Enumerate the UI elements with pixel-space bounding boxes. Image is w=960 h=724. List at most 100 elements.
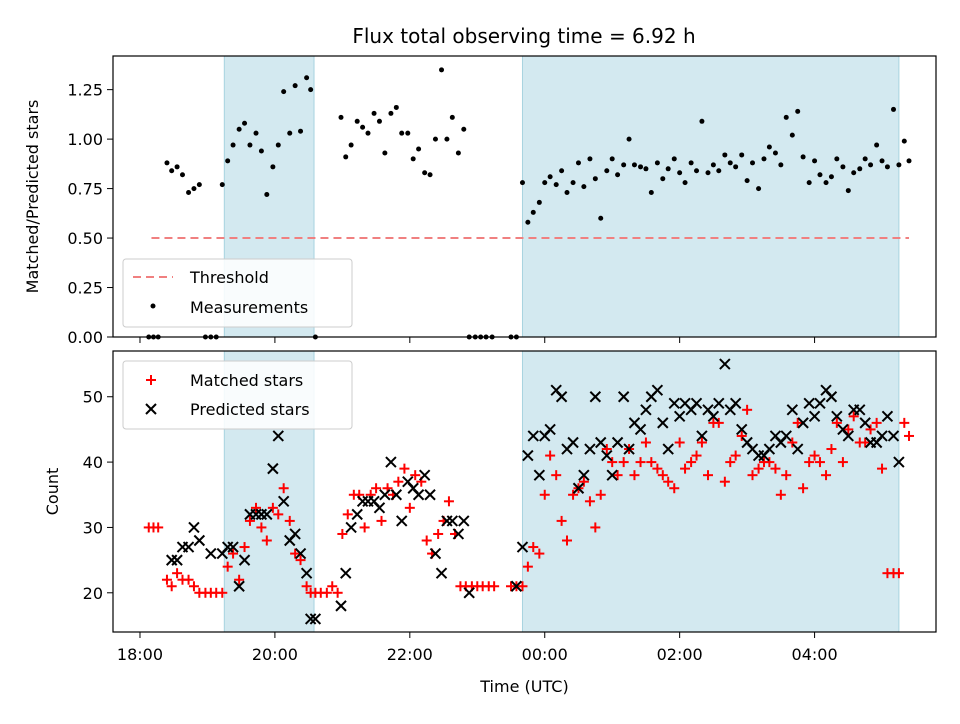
predicted-star-point [696, 430, 708, 442]
predicted-star-point [595, 436, 607, 449]
measurement-point [581, 184, 587, 190]
matched-star-point [814, 457, 825, 468]
matched-star-point [770, 463, 781, 474]
matched-star-point [747, 470, 758, 481]
measurement-point [410, 156, 416, 162]
y-tick-label: 0.00 [67, 328, 103, 347]
matched-star-point [669, 483, 680, 494]
matched-star-point [764, 457, 775, 468]
measurement-point [638, 164, 644, 170]
matched-star-point [753, 463, 764, 474]
predicted-star-point [424, 489, 436, 501]
legend-box [122, 258, 353, 328]
predicted-star-point [668, 397, 680, 409]
ratio-legend: Threshold Measurements [122, 258, 353, 328]
measurement-point [806, 180, 812, 186]
matched-star-point [787, 437, 798, 448]
predicted-star-point [606, 469, 618, 481]
matched-star-point [742, 404, 753, 415]
predicted-star-point [673, 410, 686, 423]
predicted-star-point [458, 515, 470, 527]
measurement-point [247, 142, 253, 148]
predicted-star-point [589, 391, 602, 403]
count-panel-frame [112, 350, 937, 633]
matched-star-point [798, 483, 809, 494]
measurement-point [896, 162, 902, 168]
matched-star-point [393, 476, 404, 487]
matched-star-point [443, 496, 454, 507]
legend-matched-swatch [146, 375, 156, 385]
measurement-point [906, 158, 912, 164]
measurement-point [399, 130, 405, 136]
measurement-point [648, 190, 654, 196]
measurement-point [242, 120, 248, 126]
measurement-point [553, 182, 559, 188]
measurement-point [444, 136, 450, 142]
matched-star-point [826, 444, 837, 455]
measurement-point [382, 150, 388, 156]
matched-star-point [635, 457, 646, 468]
matched-star-point [696, 437, 707, 448]
predicted-star-point [304, 613, 317, 625]
measurement-point [750, 160, 756, 166]
x-tick-label: 22:00 [387, 645, 433, 664]
measurement-point [376, 118, 382, 124]
measurement-point [789, 132, 795, 138]
measurement-point [275, 142, 281, 148]
predicted-star-point [893, 456, 905, 468]
matched-star-point [342, 509, 353, 520]
matched-star-point [607, 457, 618, 468]
measurement-point [834, 156, 840, 162]
matched-star-point [433, 528, 444, 539]
predicted-star-point [227, 541, 239, 553]
matched-star-point [228, 548, 239, 559]
matched-star-point [534, 548, 545, 559]
count-legend: Matched stars Predicted stars [122, 360, 353, 430]
predicted-star-point [435, 567, 448, 579]
matched-star-point [166, 581, 177, 592]
measurement-point [422, 170, 428, 176]
matched-star-point [161, 574, 172, 585]
matched-star-point [860, 437, 871, 448]
predicted-star-point [516, 541, 529, 553]
predicted-star-point [205, 547, 217, 560]
matched-star-point [273, 509, 284, 520]
measurement-point [298, 128, 304, 134]
measurement-point [868, 162, 874, 168]
predicted-star-point [446, 515, 459, 527]
measurement-point [253, 130, 259, 136]
predicted-star-point [335, 600, 347, 612]
predicted-star-point [272, 430, 284, 442]
matched-star-point [284, 515, 295, 526]
matched-star-point [893, 568, 904, 579]
predicted-star-point [814, 397, 826, 409]
matched-star-point [792, 417, 803, 428]
matched-star-point [686, 457, 697, 468]
measurement-point [343, 154, 349, 160]
measurement-point [874, 142, 880, 148]
measurement-point [592, 176, 598, 182]
predicted-star-point [719, 358, 731, 370]
predicted-star-point [881, 410, 894, 423]
measurement-point [174, 164, 180, 170]
measurement-point [225, 158, 231, 164]
measurement-point [840, 164, 846, 170]
matched-star-point [421, 535, 432, 546]
predicted-star-point [233, 580, 245, 592]
matched-star-point [261, 535, 272, 546]
measurement-point [851, 170, 857, 176]
matched-star-point [736, 430, 747, 441]
matched-star-point [781, 470, 792, 481]
measurement-point [287, 130, 293, 136]
predicted-star-point [854, 404, 866, 416]
matched-star-point [821, 470, 832, 481]
predicted-star-point [418, 469, 431, 481]
predicted-star-point [182, 541, 195, 553]
measurement-point [665, 166, 671, 172]
y-tick-label: 0.50 [67, 229, 103, 248]
matched-star-point [809, 450, 820, 461]
matched-star-point [172, 568, 183, 579]
ratio-panel: 0.00 0.25 0.50 0.75 1.00 1.25 Matched/Predict… [23, 55, 937, 347]
measurement-point [416, 146, 422, 152]
y-tick-label: 20 [83, 584, 103, 603]
